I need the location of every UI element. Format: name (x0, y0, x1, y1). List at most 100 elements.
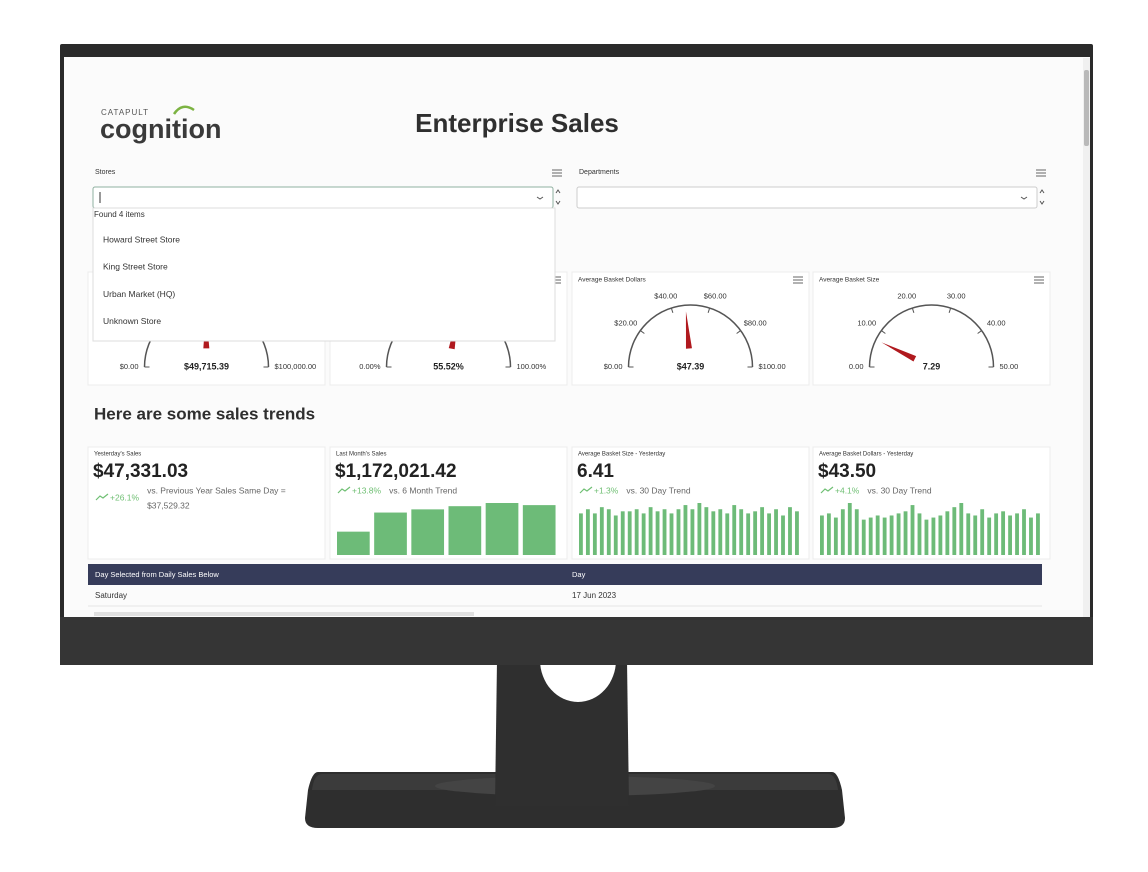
kpi-bar (910, 505, 915, 555)
kpi-bar (739, 509, 744, 555)
menu-icon[interactable] (793, 276, 803, 284)
kpi-bar (448, 506, 482, 555)
kpi-bar (767, 513, 771, 555)
gauge-tick-label: $0.00 (120, 362, 139, 371)
kpi-bar (746, 513, 751, 555)
kpi-bar (994, 513, 999, 555)
dropdown-arrow[interactable] (1020, 196, 1028, 200)
menu-icon[interactable] (1036, 169, 1046, 177)
kpi-bar (704, 507, 709, 555)
scrollbar-thumb[interactable] (1084, 70, 1089, 146)
cut-off-row (94, 612, 474, 616)
kpi-bar (662, 509, 667, 555)
kpi-bar (938, 515, 943, 555)
filter-label: Departments (579, 169, 620, 176)
gauge-title: Average Basket Dollars (578, 277, 647, 284)
kpi-bar (882, 517, 887, 555)
gauge-tick-label: 10.00 (857, 318, 876, 327)
gauge-value: 55.52% (433, 361, 464, 371)
kpi-bar (840, 509, 845, 555)
dropdown-item[interactable]: Urban Market (HQ) (103, 289, 175, 299)
filter-input[interactable] (92, 186, 554, 209)
kpi-bar (374, 512, 407, 555)
kpi-bar (861, 519, 866, 555)
gauge-tick-label: $100,000.00 (275, 362, 317, 371)
kpi-bar (579, 513, 583, 555)
menu-icon[interactable] (1034, 276, 1044, 284)
gauge-tick (977, 330, 982, 334)
kpi-comparison: vs. 30 Day Trend (626, 485, 691, 495)
spinner[interactable] (555, 189, 561, 205)
dropdown-item[interactable]: Howard Street Store (103, 234, 180, 244)
gauge-needle (685, 311, 692, 349)
kpi-bar (627, 511, 632, 555)
stand-hole (540, 660, 616, 702)
menu-icon[interactable] (552, 169, 562, 177)
gauge-tick-label: 40.00 (987, 318, 1006, 327)
kpi-change: +26.1% (110, 492, 140, 502)
gauge-tick-label: $40.00 (654, 292, 677, 301)
trend-icon (820, 486, 834, 494)
kpi-bar (1008, 515, 1012, 555)
kpi-bar (669, 513, 674, 555)
kpi-bar (952, 507, 957, 555)
kpi-comparison: vs. 30 Day Trend (867, 485, 932, 495)
kpi-bar (592, 513, 597, 555)
spinner[interactable] (1039, 189, 1045, 205)
dropdown-item[interactable]: King Street Store (103, 262, 168, 272)
dropdown-item[interactable]: Unknown Store (103, 316, 161, 326)
dropdown-arrow[interactable] (536, 196, 544, 200)
kpi-bar (725, 513, 730, 555)
kpi-bar (854, 509, 859, 555)
kpi-bar (973, 515, 978, 555)
kpi-bar (875, 515, 880, 555)
gauge-title: Average Basket Size (819, 277, 880, 284)
gauge-arc (868, 304, 995, 368)
trend-icon (337, 486, 351, 494)
kpi-bar (868, 517, 873, 555)
kpi-bar (411, 509, 445, 555)
kpi-bar (781, 515, 785, 555)
kpi-comparison-value: $37,529.32 (147, 500, 190, 510)
scrollbar-track (1083, 58, 1090, 617)
kpi-bar (585, 509, 590, 555)
gauge-tick-label: 50.00 (1000, 362, 1019, 371)
table-cell: Saturday (95, 591, 127, 600)
gauge-tick (640, 330, 645, 334)
table-header-cell: Day (572, 570, 586, 579)
gauge-value: $47.39 (677, 361, 705, 371)
kpi-bar (1029, 517, 1033, 555)
gauge-arc (627, 304, 754, 368)
gauge-needle (881, 342, 917, 362)
kpi-bar (634, 509, 639, 555)
kpi-comparison: vs. Previous Year Sales Same Day = (147, 485, 286, 495)
kpi-bar (903, 511, 908, 555)
logo-swoosh (172, 105, 195, 115)
gauge-tick (670, 307, 674, 313)
dashboard: CATAPULT cognition Enterprise Sales Here… (87, 105, 1051, 616)
gauge-card (812, 271, 1051, 386)
kpi-bar (620, 511, 625, 555)
kpi-bar (641, 513, 646, 555)
kpi-bar (522, 505, 556, 555)
filter-input[interactable] (576, 186, 1038, 209)
section-title: Here are some sales trends (94, 404, 315, 423)
kpi-title: Average Basket Dollars - Yesterday (819, 452, 913, 458)
kpi-bar (753, 511, 758, 555)
gauge-tick-label: $0.00 (604, 362, 623, 371)
gauge-value: $49,715.39 (184, 361, 229, 371)
kpi-value: $43.50 (818, 461, 876, 482)
gauge-tick-label: 0.00 (849, 362, 864, 371)
gauge-tick-label: $60.00 (704, 292, 727, 301)
kpi-bar (917, 513, 922, 555)
kpi-bar (732, 505, 737, 555)
dropdown-panel (92, 207, 556, 342)
kpi-bar (820, 515, 824, 555)
kpi-value: $1,172,021.42 (335, 461, 457, 482)
kpi-bar (613, 515, 618, 555)
kpi-bar (788, 507, 792, 555)
table-header-cell: Day Selected from Daily Sales Below (95, 570, 219, 579)
kpi-bar (697, 503, 702, 555)
brand-name: cognition (100, 114, 221, 144)
